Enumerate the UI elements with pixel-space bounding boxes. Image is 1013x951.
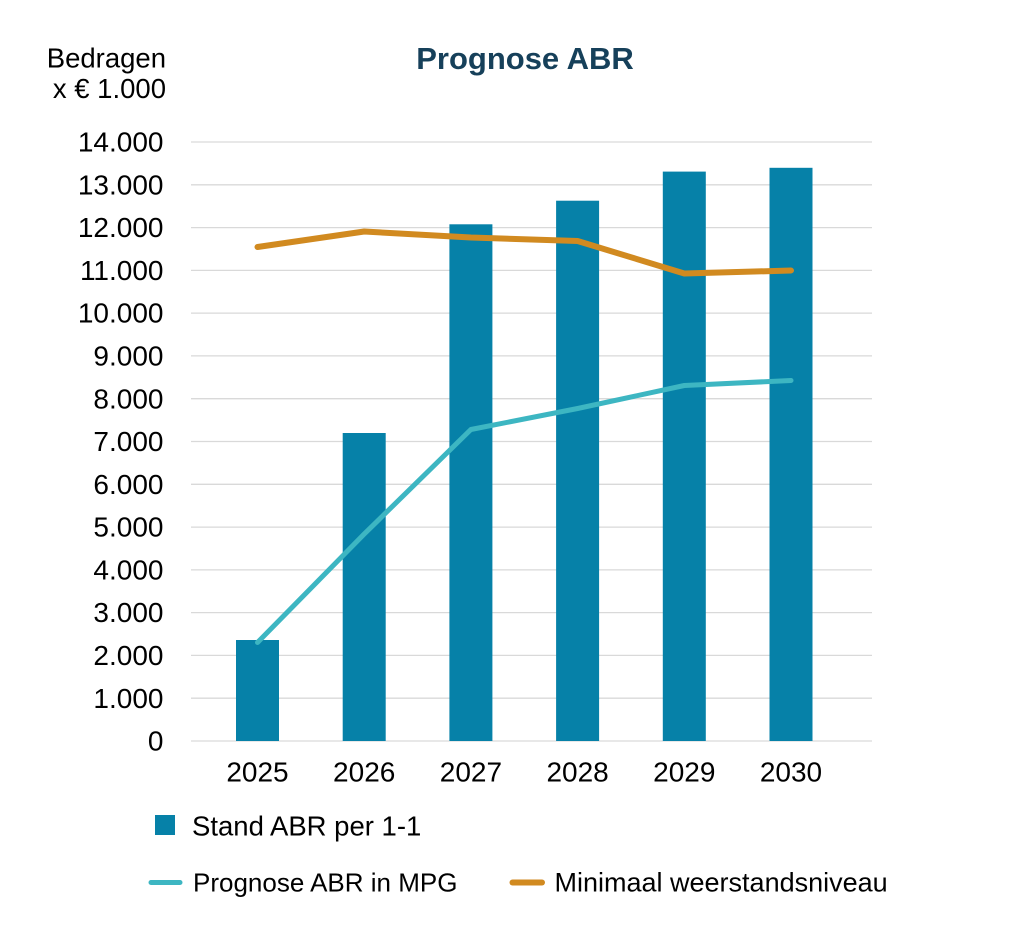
svg-text:2028: 2028 [546, 756, 608, 787]
svg-text:10.000: 10.000 [78, 298, 164, 329]
svg-text:2026: 2026 [333, 756, 395, 787]
svg-text:4.000: 4.000 [93, 555, 163, 586]
svg-text:6.000: 6.000 [93, 469, 163, 500]
svg-text:Bedragen: Bedragen [47, 43, 166, 74]
svg-text:0: 0 [148, 726, 164, 757]
svg-text:7.000: 7.000 [93, 426, 163, 457]
svg-text:Prognose ABR in MPG: Prognose ABR in MPG [193, 868, 457, 898]
svg-text:1.000: 1.000 [93, 683, 163, 714]
svg-text:3.000: 3.000 [93, 597, 163, 628]
svg-text:2027: 2027 [440, 756, 502, 787]
svg-text:9.000: 9.000 [93, 341, 163, 372]
svg-text:11.000: 11.000 [80, 255, 164, 286]
svg-text:13.000: 13.000 [78, 169, 164, 200]
svg-text:2.000: 2.000 [93, 640, 163, 671]
svg-text:Minimaal weerstandsniveau: Minimaal weerstandsniveau [555, 868, 888, 898]
svg-text:Prognose ABR: Prognose ABR [416, 41, 634, 76]
svg-text:14.000: 14.000 [78, 127, 164, 158]
svg-text:2030: 2030 [760, 756, 822, 787]
svg-text:12.000: 12.000 [78, 212, 164, 243]
svg-text:2029: 2029 [653, 756, 715, 787]
svg-text:2025: 2025 [226, 756, 288, 787]
svg-text:Stand ABR per 1-1: Stand ABR per 1-1 [192, 811, 421, 842]
svg-text:8.000: 8.000 [93, 383, 163, 414]
svg-text:5.000: 5.000 [93, 512, 163, 543]
svg-text:x € 1.000: x € 1.000 [53, 73, 166, 104]
